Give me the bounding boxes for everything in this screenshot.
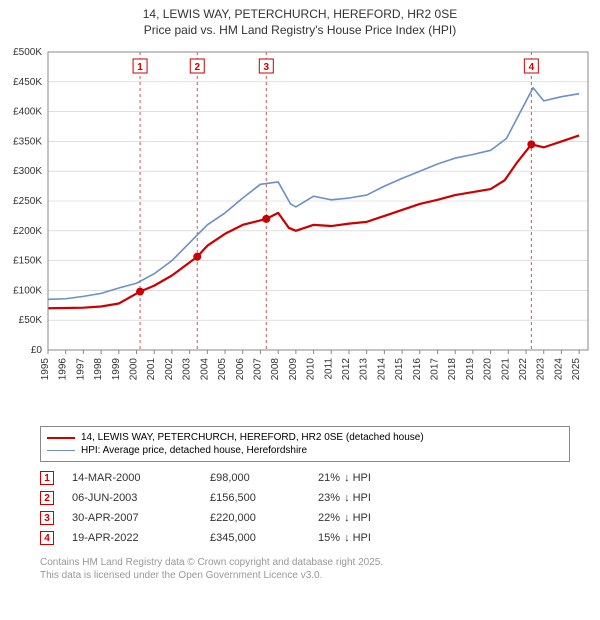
- down-arrow-icon: [343, 472, 353, 484]
- svg-text:1999: 1999: [111, 358, 122, 381]
- svg-text:£350K: £350K: [13, 137, 42, 148]
- svg-text:2006: 2006: [235, 358, 246, 381]
- svg-text:4: 4: [529, 62, 535, 73]
- svg-text:£200K: £200K: [13, 226, 42, 237]
- svg-text:2009: 2009: [288, 358, 299, 381]
- svg-text:£300K: £300K: [13, 167, 42, 178]
- svg-text:2004: 2004: [199, 358, 210, 381]
- title-subtitle: Price paid vs. HM Land Registry's House …: [10, 22, 590, 38]
- chart-title: 14, LEWIS WAY, PETERCHURCH, HEREFORD, HR…: [0, 0, 600, 40]
- svg-text:£100K: £100K: [13, 286, 42, 297]
- legend: 14, LEWIS WAY, PETERCHURCH, HEREFORD, HR…: [40, 426, 570, 462]
- attribution: Contains HM Land Registry data © Crown c…: [40, 556, 570, 582]
- svg-text:2015: 2015: [394, 358, 405, 381]
- svg-text:2025: 2025: [571, 358, 582, 381]
- svg-text:1: 1: [137, 62, 143, 73]
- sale-date: 19-APR-2022: [72, 532, 192, 544]
- svg-text:2003: 2003: [182, 358, 193, 381]
- sale-marker-1: 1: [40, 471, 54, 485]
- svg-text:£450K: £450K: [13, 77, 42, 88]
- sale-row: 3 30-APR-2007 £220,000 22% HPI: [40, 508, 570, 528]
- svg-text:2024: 2024: [553, 358, 564, 381]
- svg-text:£500K: £500K: [13, 47, 42, 58]
- svg-text:2016: 2016: [412, 358, 423, 381]
- svg-text:1995: 1995: [40, 358, 51, 381]
- svg-text:2012: 2012: [341, 358, 352, 381]
- legend-label: HPI: Average price, detached house, Here…: [81, 445, 307, 456]
- sale-marker-2: 2: [40, 491, 54, 505]
- sale-row: 4 19-APR-2022 £345,000 15% HPI: [40, 528, 570, 548]
- svg-text:2007: 2007: [252, 358, 263, 381]
- svg-text:2010: 2010: [306, 358, 317, 381]
- svg-text:2014: 2014: [376, 358, 387, 381]
- sale-date: 14-MAR-2000: [72, 472, 192, 484]
- sale-price: £345,000: [210, 532, 300, 544]
- svg-text:2013: 2013: [359, 358, 370, 381]
- svg-text:1997: 1997: [75, 358, 86, 381]
- svg-text:2001: 2001: [146, 358, 157, 381]
- price-chart: £0 £50K £100K £150K £200K £250K £300K £350K £400…: [0, 40, 600, 420]
- svg-text:£0: £0: [31, 345, 43, 356]
- sale-vs-hpi: 23% HPI: [318, 492, 428, 504]
- sale-vs-hpi: 21% HPI: [318, 472, 428, 484]
- svg-text:£400K: £400K: [13, 107, 42, 118]
- legend-row: HPI: Average price, detached house, Here…: [47, 444, 563, 457]
- svg-text:3: 3: [264, 62, 270, 73]
- sales-table: 1 14-MAR-2000 £98,000 21% HPI 2 06-JUN-2003 £1…: [40, 468, 570, 548]
- sale-marker-3: 3: [40, 511, 54, 525]
- svg-text:1996: 1996: [58, 358, 69, 381]
- legend-swatch: [47, 437, 75, 439]
- sale-row: 2 06-JUN-2003 £156,500 23% HPI: [40, 488, 570, 508]
- svg-text:2020: 2020: [483, 358, 494, 381]
- svg-text:£50K: £50K: [19, 316, 43, 327]
- down-arrow-icon: [343, 512, 353, 524]
- svg-text:2002: 2002: [164, 358, 175, 381]
- svg-text:1998: 1998: [93, 358, 104, 381]
- sale-date: 30-APR-2007: [72, 512, 192, 524]
- svg-text:£250K: £250K: [13, 196, 42, 207]
- attribution-line2: This data is licensed under the Open Gov…: [40, 569, 570, 582]
- svg-text:2022: 2022: [518, 358, 529, 381]
- svg-text:2017: 2017: [430, 358, 441, 381]
- chart-svg: £0 £50K £100K £150K £200K £250K £300K £350K £400…: [0, 40, 600, 420]
- svg-text:2: 2: [194, 62, 200, 73]
- sale-vs-hpi: 22% HPI: [318, 512, 428, 524]
- sale-date: 06-JUN-2003: [72, 492, 192, 504]
- svg-text:2011: 2011: [323, 358, 334, 380]
- legend-label: 14, LEWIS WAY, PETERCHURCH, HEREFORD, HR…: [81, 432, 424, 443]
- sale-vs-hpi: 15% HPI: [318, 532, 428, 544]
- svg-text:2018: 2018: [447, 358, 458, 381]
- legend-swatch: [47, 450, 75, 451]
- attribution-line1: Contains HM Land Registry data © Crown c…: [40, 556, 570, 569]
- legend-row: 14, LEWIS WAY, PETERCHURCH, HEREFORD, HR…: [47, 431, 563, 444]
- svg-text:2021: 2021: [500, 358, 511, 381]
- sale-price: £156,500: [210, 492, 300, 504]
- sale-price: £98,000: [210, 472, 300, 484]
- sale-marker-4: 4: [40, 531, 54, 545]
- title-address: 14, LEWIS WAY, PETERCHURCH, HEREFORD, HR…: [10, 6, 590, 22]
- down-arrow-icon: [343, 492, 353, 504]
- svg-text:2019: 2019: [465, 358, 476, 381]
- sale-price: £220,000: [210, 512, 300, 524]
- svg-text:2008: 2008: [270, 358, 281, 381]
- down-arrow-icon: [343, 532, 353, 544]
- svg-text:2000: 2000: [129, 358, 140, 381]
- svg-text:£150K: £150K: [13, 256, 42, 267]
- svg-text:2023: 2023: [536, 358, 547, 381]
- svg-text:2005: 2005: [217, 358, 228, 381]
- sale-row: 1 14-MAR-2000 £98,000 21% HPI: [40, 468, 570, 488]
